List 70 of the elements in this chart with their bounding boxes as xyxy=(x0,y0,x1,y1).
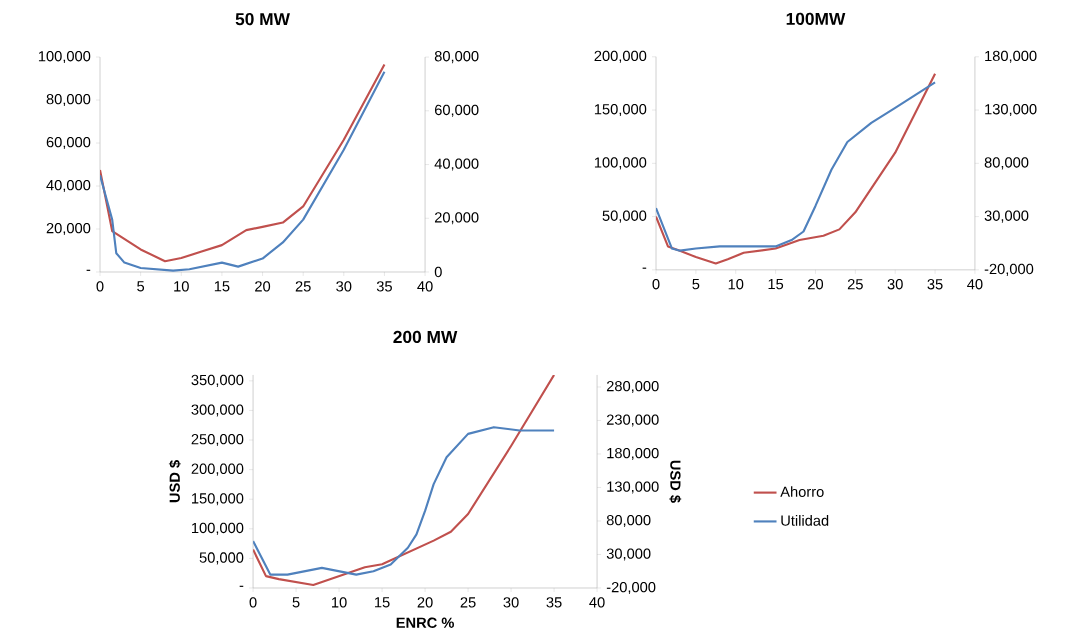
chart-title: 50 MW xyxy=(235,12,290,26)
x-tick-label: 25 xyxy=(460,597,476,608)
x-tick-label: 0 xyxy=(249,597,257,608)
y-tick-label: 200,000 xyxy=(191,463,244,476)
y-tick-label: 150,000 xyxy=(192,493,244,506)
x-tick-label: 20 xyxy=(808,279,824,290)
x-tick-label: 40 xyxy=(589,597,605,608)
y-tick-label: 300,000 xyxy=(191,404,244,417)
y-tick-label: - xyxy=(239,585,244,587)
y2-tick-label: -20,000 xyxy=(984,263,1034,276)
x-tick-label: 0 xyxy=(96,281,104,292)
y-tick-label: - xyxy=(642,267,647,269)
y-tick-label: 250,000 xyxy=(191,434,244,447)
x-tick-label: 25 xyxy=(847,279,863,290)
x-tick-label: 5 xyxy=(692,279,700,290)
y-tick-label: 350,000 xyxy=(191,374,244,387)
x-tick-label: 30 xyxy=(503,597,519,608)
x-tick-label: 0 xyxy=(652,279,660,290)
y2-tick-label: 130,000 xyxy=(985,104,1037,117)
y2-tick-label: 30,000 xyxy=(984,210,1029,223)
y2-tick-label: 20,000 xyxy=(434,212,479,225)
legend-label: Utilidad xyxy=(781,515,829,526)
y-tick-label: 80,000 xyxy=(46,94,91,107)
x-tick-label: 20 xyxy=(255,281,271,292)
y2-tick-label: 180,000 xyxy=(985,50,1037,63)
y2-tick-label: -20,000 xyxy=(606,581,656,595)
x-tick-label: 35 xyxy=(546,597,562,608)
y2-tick-label: 30,000 xyxy=(606,548,651,561)
y2-axis-title: USD $ xyxy=(669,460,682,503)
y-tick-label: 20,000 xyxy=(46,222,91,236)
x-tick-label: 10 xyxy=(728,279,744,290)
y-tick-label: 50,000 xyxy=(199,552,244,565)
x-tick-label: 35 xyxy=(376,281,392,292)
legend-label: Ahorro xyxy=(780,486,824,497)
y2-tick-label: 80,000 xyxy=(434,51,479,64)
chart-title: 200 MW xyxy=(393,330,458,344)
x-tick-label: 40 xyxy=(967,279,983,290)
y-tick-label: 50,000 xyxy=(602,210,647,223)
x-tick-label: 30 xyxy=(887,279,903,290)
x-tick-label: 30 xyxy=(336,281,352,292)
y-axis-title: USD $ xyxy=(168,460,181,503)
x-tick-label: 15 xyxy=(214,281,230,292)
y2-tick-label: 280,000 xyxy=(606,380,659,394)
x-tick-label: 20 xyxy=(417,597,433,608)
y-tick-label: 200,000 xyxy=(594,50,647,63)
y2-tick-label: 0 xyxy=(434,266,442,278)
y-tick-label: - xyxy=(86,269,91,271)
y-tick-label: 150,000 xyxy=(594,104,647,117)
y2-tick-label: 230,000 xyxy=(606,414,659,427)
x-tick-label: 25 xyxy=(295,281,311,292)
y2-tick-label: 180,000 xyxy=(607,447,659,461)
y2-tick-label: 80,000 xyxy=(984,157,1029,170)
x-tick-label: 15 xyxy=(375,597,390,608)
y2-tick-label: 40,000 xyxy=(434,158,479,171)
x-tick-label: 10 xyxy=(332,597,347,608)
x-tick-label: 10 xyxy=(174,281,189,292)
x-tick-label: 35 xyxy=(927,279,943,290)
x-tick-label: 40 xyxy=(417,281,433,292)
x-tick-label: 15 xyxy=(768,279,784,290)
x-tick-label: 5 xyxy=(292,597,300,608)
y-tick-label: 60,000 xyxy=(46,137,91,150)
y-tick-label: 100,000 xyxy=(594,157,647,170)
y-tick-label: 100,000 xyxy=(38,51,91,64)
x-tick-label: 5 xyxy=(137,281,145,292)
chart-title: 100MW xyxy=(786,12,846,25)
x-axis-title: ENRC % xyxy=(396,617,454,628)
y-tick-label: 40,000 xyxy=(46,180,91,193)
y2-tick-label: 130,000 xyxy=(607,481,659,494)
y-tick-label: 100,000 xyxy=(192,522,244,535)
y2-tick-label: 60,000 xyxy=(434,104,479,117)
